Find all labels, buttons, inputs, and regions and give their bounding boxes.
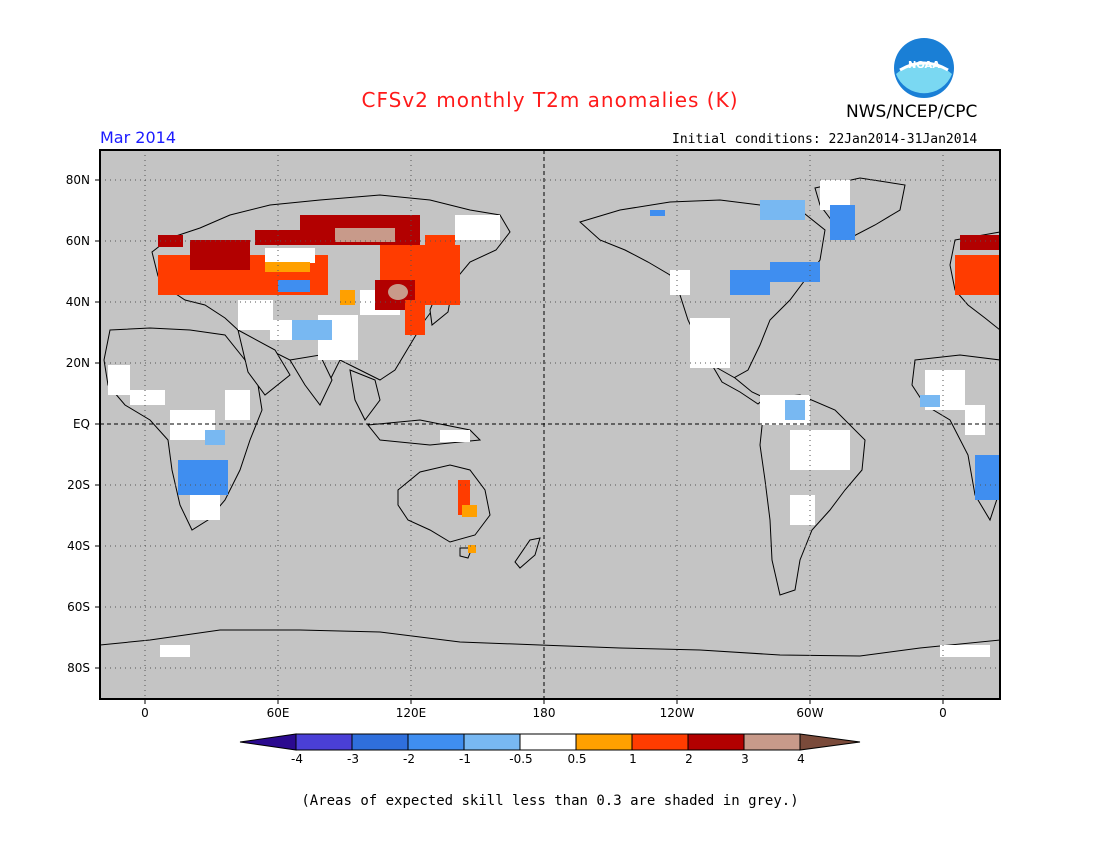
noaa-logo: NOAA: [894, 38, 954, 98]
lon-label: 60E: [266, 706, 290, 720]
logo-text: NOAA: [908, 60, 940, 71]
lat-label: 20N: [65, 356, 90, 370]
grid-lines: [100, 150, 1000, 699]
colorbar-label: 4: [797, 752, 805, 766]
lon-label: 180: [532, 706, 556, 720]
near-normal-areas: [108, 180, 990, 657]
lat-label: 60S: [67, 600, 90, 614]
colorbar-label: -4: [291, 752, 303, 766]
lat-label: 80S: [67, 661, 90, 675]
cold-anomalies: [178, 200, 1000, 500]
colorbar-segment: [799, 733, 861, 751]
lon-label: 120W: [659, 706, 695, 720]
colorbar-label: 2: [685, 752, 693, 766]
lat-label: 40S: [67, 539, 90, 553]
lat-label: 40N: [65, 295, 90, 309]
colorbar-label: 1: [629, 752, 637, 766]
lat-label: EQ: [72, 417, 90, 431]
lat-label: 20S: [67, 478, 90, 492]
lat-label: 80N: [65, 173, 90, 187]
equator-dateline: [100, 150, 1000, 699]
colorbar-label: 0.5: [567, 752, 587, 766]
colorbar-segment: [575, 733, 633, 751]
colorbar-segment: [407, 733, 465, 751]
colorbar-segment: [743, 733, 801, 751]
lon-label: 60W: [796, 706, 824, 720]
colorbar-segment: [463, 733, 521, 751]
lon-label: 0: [141, 706, 149, 720]
colorbar-segment: [295, 733, 353, 751]
valid-month: Mar 2014: [100, 128, 176, 147]
colorbar-segment: [519, 733, 577, 751]
colorbar: [239, 733, 861, 751]
colorbar-label: -2: [403, 752, 415, 766]
initial-conditions: Initial conditions: 22Jan2014-31Jan2014: [672, 132, 978, 147]
colorbar-label: -1: [459, 752, 471, 766]
lon-label: 0: [939, 706, 947, 720]
axis-ticks: [95, 179, 944, 704]
colorbar-segment: [351, 733, 409, 751]
colorbar-label: 3: [741, 752, 749, 766]
footnote: (Areas of expected skill less than 0.3 a…: [301, 793, 799, 809]
lon-label: 120E: [395, 706, 427, 720]
map-title: CFSv2 monthly T2m anomalies (K): [361, 88, 739, 112]
colorbar-segment: [631, 733, 689, 751]
agency-label: NWS/NCEP/CPC: [846, 102, 978, 122]
colorbar-segment: [687, 733, 745, 751]
lat-label: 60N: [65, 234, 90, 248]
colorbar-label: -3: [347, 752, 359, 766]
colorbar-label: -0.5: [509, 752, 533, 766]
colorbar-segment: [239, 733, 297, 751]
